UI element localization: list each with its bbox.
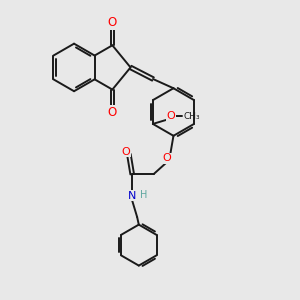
Text: H: H [140,190,148,200]
Text: O: O [108,106,117,118]
Text: O: O [163,153,171,163]
Text: CH₃: CH₃ [183,112,200,121]
Text: O: O [166,111,175,121]
Text: N: N [128,190,136,201]
Text: O: O [122,147,130,157]
Text: O: O [108,16,117,29]
